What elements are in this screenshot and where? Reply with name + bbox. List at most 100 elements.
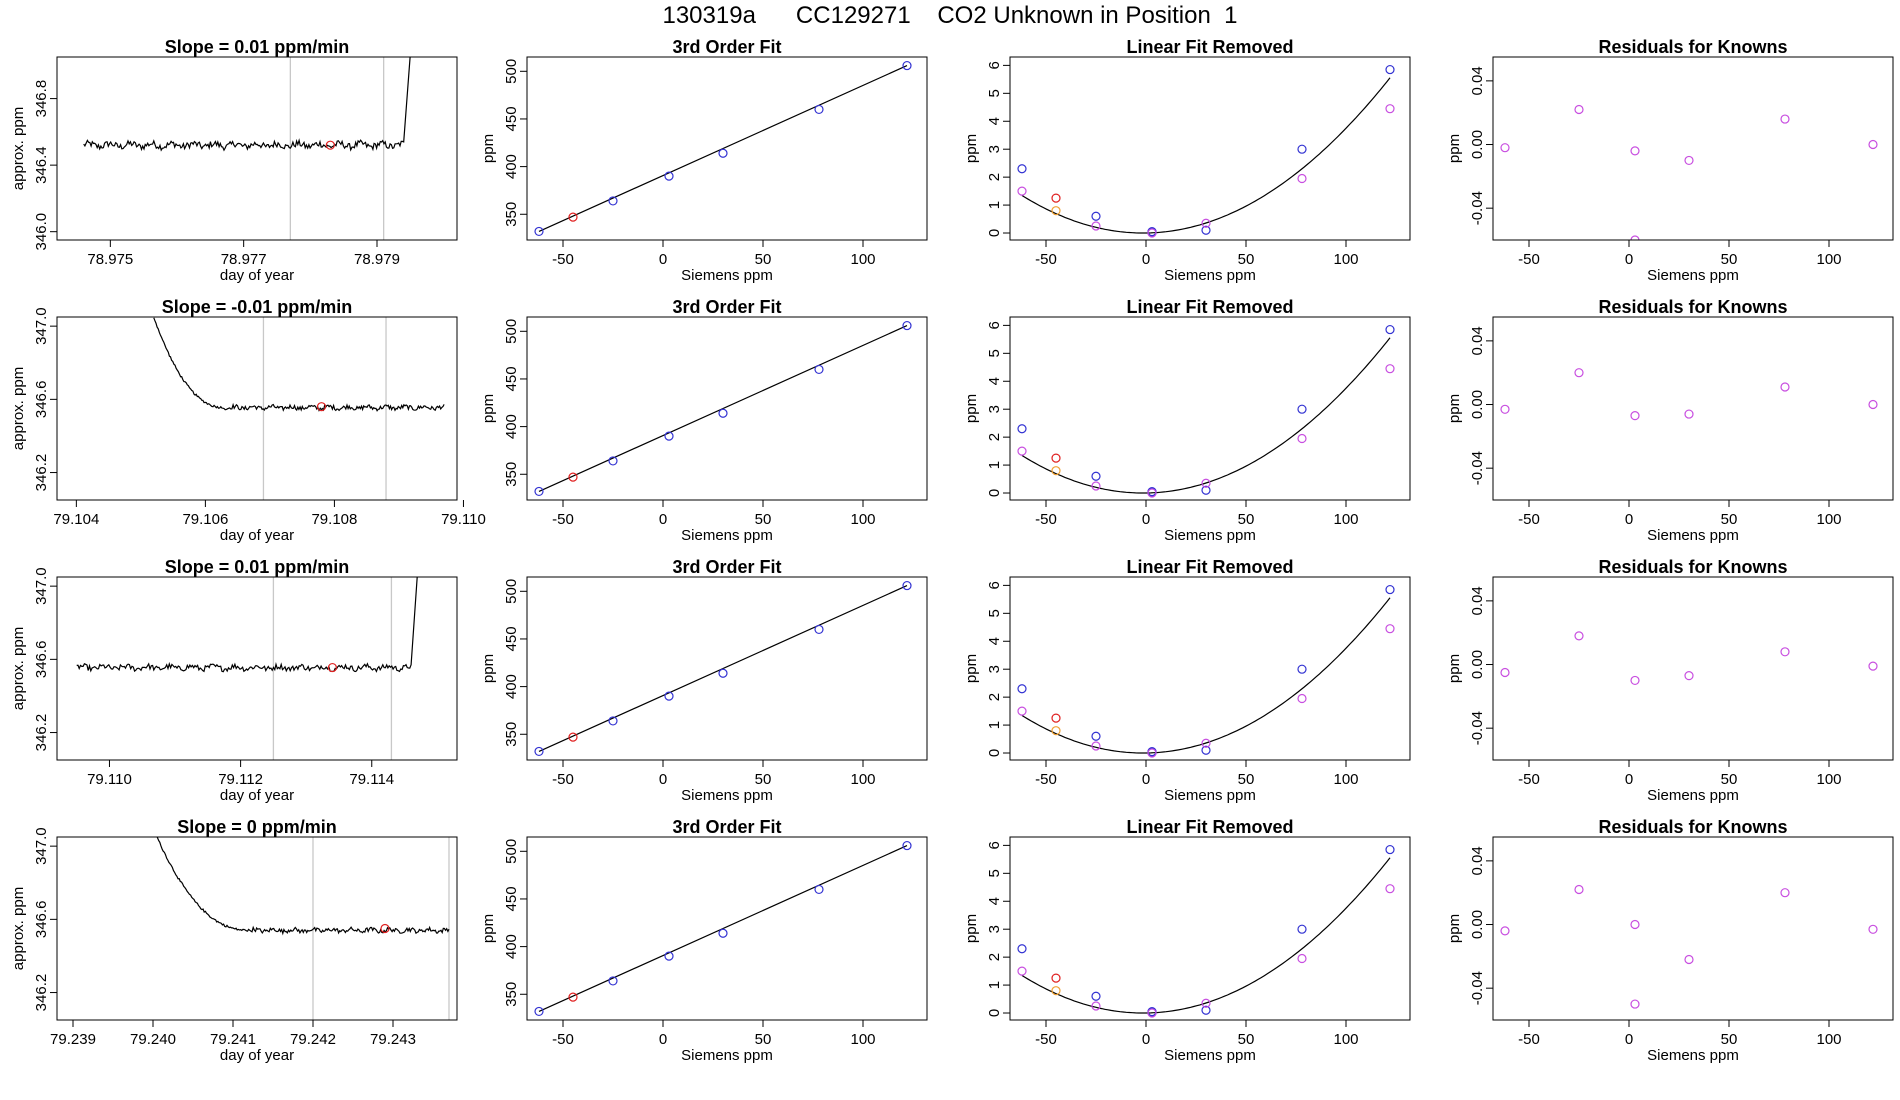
plot-frame <box>56 576 458 761</box>
x-axis-label: Siemens ppm <box>1647 1047 1739 1064</box>
data-point <box>1091 471 1101 481</box>
y-tick-label: 400 <box>503 934 520 959</box>
y-tick-label: 2 <box>986 433 1003 441</box>
y-tick-label: 6 <box>986 321 1003 329</box>
marker-point <box>325 140 335 150</box>
y-tick-label: 4 <box>986 897 1003 905</box>
x-axis-label: day of year <box>220 267 294 284</box>
data-point <box>1630 919 1640 930</box>
y-tick-label: 0.00 <box>1469 390 1486 419</box>
data-point <box>1017 424 1027 434</box>
data-point <box>1684 155 1694 166</box>
x-tick-label: -50 <box>1035 251 1057 268</box>
plot-area <box>156 837 450 936</box>
y-tick-label: 346.0 <box>33 213 50 251</box>
y-tick-label: 2 <box>986 953 1003 961</box>
data-point <box>1500 667 1510 678</box>
x-tick-label: 100 <box>1333 1031 1358 1048</box>
y-tick-label: 2 <box>986 693 1003 701</box>
data-point <box>1385 104 1395 114</box>
y-axis-label: ppm <box>480 134 497 163</box>
panel-linrem: Linear Fit Removed -50 0 50 100 Siemens ppm 0 1… <box>963 297 1411 544</box>
data-point <box>902 320 912 331</box>
data-point <box>1297 404 1307 414</box>
x-tick-label: 50 <box>755 511 772 528</box>
y-tick-label: 450 <box>503 886 520 911</box>
data-point <box>718 928 728 938</box>
panel-resid: Residuals for Knowns -50 0 50 100 Siemens ppm… <box>1446 817 1894 1064</box>
y-tick-label: 2 <box>986 173 1003 181</box>
data-point <box>1385 584 1395 595</box>
data-point <box>1091 481 1101 491</box>
y-tick-label: 1 <box>986 461 1003 469</box>
data-point <box>1574 104 1584 115</box>
data-point <box>1017 706 1027 716</box>
y-tick-label: 1 <box>986 981 1003 989</box>
x-tick-label: 79.241 <box>210 1031 256 1048</box>
y-tick-label: 3 <box>986 665 1003 673</box>
y-tick-label: 500 <box>503 59 520 84</box>
fit-line <box>538 65 908 232</box>
data-point <box>1780 382 1790 392</box>
fit-curve <box>1021 337 1391 494</box>
data-point <box>1500 404 1510 414</box>
panel-resid: Residuals for Knowns -50 0 50 100 Siemens ppm… <box>1446 557 1894 804</box>
y-tick-label: 0.00 <box>1469 650 1486 679</box>
panel-title: 3rd Order Fit <box>672 297 781 317</box>
data-point <box>1051 453 1061 463</box>
y-tick-label: 5 <box>986 349 1003 357</box>
x-axis-label: Siemens ppm <box>681 1047 773 1064</box>
y-tick-label: 3 <box>986 925 1003 933</box>
y-axis-label: ppm <box>963 394 980 423</box>
panel-title: Residuals for Knowns <box>1598 817 1787 837</box>
data-point <box>1500 926 1510 936</box>
figure-title: 130319a CC129271 CO2 Unknown in Position… <box>662 2 1238 29</box>
x-tick-label: 79.110 <box>441 511 486 528</box>
panel-title: Linear Fit Removed <box>1126 817 1293 837</box>
x-tick-label: 0 <box>1142 251 1150 268</box>
y-axis-label: ppm <box>1446 654 1463 683</box>
panel-title: Slope = 0 ppm/min <box>177 817 337 837</box>
fit-curve <box>1021 77 1391 234</box>
x-tick-label: 50 <box>1721 1031 1738 1048</box>
data-point <box>664 171 674 181</box>
plot-frame <box>526 836 928 1021</box>
panel-time: Slope = 0.01 ppm/min 78.975 78.977 78.979 da… <box>10 37 458 284</box>
x-tick-label: 78.975 <box>87 251 133 268</box>
y-tick-label: 350 <box>503 462 520 487</box>
y-tick-label: 450 <box>503 626 520 651</box>
x-axis-label: Siemens ppm <box>681 787 773 804</box>
data-point <box>1147 228 1157 238</box>
plot-frame <box>526 316 928 501</box>
data-point <box>534 746 544 757</box>
y-axis-label: approx. ppm <box>10 367 27 450</box>
data-point <box>608 456 618 466</box>
x-tick-label: -50 <box>1035 771 1057 788</box>
y-tick-label: 450 <box>503 106 520 131</box>
x-tick-label: 50 <box>1238 511 1255 528</box>
y-tick-label: 346.8 <box>33 80 50 118</box>
x-tick-label: 100 <box>1333 771 1358 788</box>
data-point <box>664 691 674 701</box>
data-point <box>1017 966 1027 976</box>
plot-area <box>1017 324 1395 498</box>
data-point <box>1201 478 1211 488</box>
y-axis-label: ppm <box>480 914 497 943</box>
x-axis-label: Siemens ppm <box>681 267 773 284</box>
panel-title: Residuals for Knowns <box>1598 557 1787 577</box>
x-tick-label: 79.108 <box>311 511 357 528</box>
data-point <box>814 104 824 115</box>
x-tick-label: 50 <box>755 1031 772 1048</box>
y-tick-label: 346.6 <box>33 641 50 679</box>
y-axis-label: ppm <box>963 654 980 683</box>
y-tick-label: 400 <box>503 154 520 179</box>
data-point <box>1385 64 1395 75</box>
panel-title: Slope = 0.01 ppm/min <box>165 37 350 57</box>
data-point <box>1574 884 1584 895</box>
data-point <box>664 951 674 961</box>
data-point <box>1091 1001 1101 1011</box>
data-point <box>902 580 912 591</box>
x-tick-label: 100 <box>1333 251 1358 268</box>
x-tick-label: 100 <box>1816 511 1841 528</box>
